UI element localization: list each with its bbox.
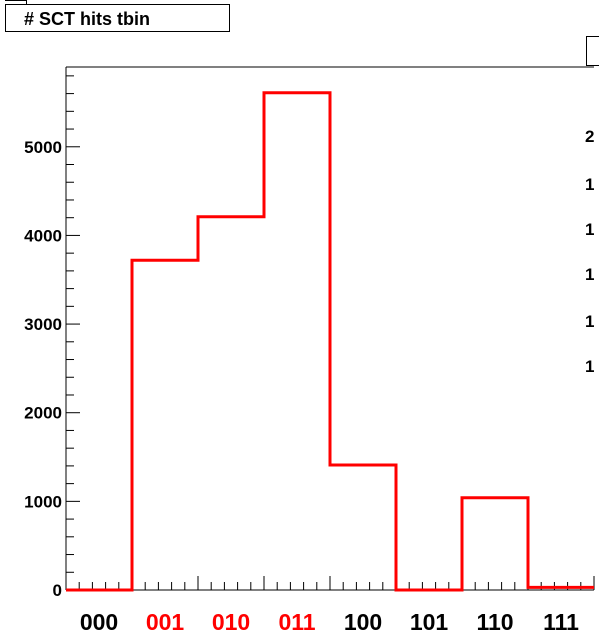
title-box: # SCT hits tbin (5, 4, 230, 32)
y-tick-label: 1000 (24, 492, 62, 511)
stats-box (586, 36, 599, 66)
stats-entry-value: 2 (585, 127, 594, 146)
y-tick-label: 4000 (24, 226, 62, 245)
y-tick-label: 0 (53, 581, 62, 600)
x-category-label: 100 (344, 609, 382, 635)
stats-entry-value: 1 (585, 265, 594, 284)
y-tick-label: 2000 (24, 404, 62, 423)
stats-entry-value: 1 (585, 312, 594, 331)
stats-entry-value: 1 (585, 220, 594, 239)
stats-entry-value: 1 (585, 175, 594, 194)
x-category-label: 001 (146, 609, 185, 635)
x-category-label: 000 (80, 609, 118, 635)
y-tick-label: 5000 (24, 138, 62, 157)
histogram-series-line (66, 91, 594, 592)
x-category-label: 011 (278, 609, 315, 635)
y-tick-label: 3000 (24, 315, 62, 334)
x-category-label: 110 (476, 609, 513, 635)
x-category-label: 101 (410, 609, 449, 635)
title-box-tab (5, 0, 27, 4)
x-category-label: 010 (212, 609, 250, 635)
stats-entry-value: 1 (585, 357, 594, 376)
chart-title: # SCT hits tbin (24, 9, 150, 29)
x-category-label: 111 (543, 609, 579, 635)
